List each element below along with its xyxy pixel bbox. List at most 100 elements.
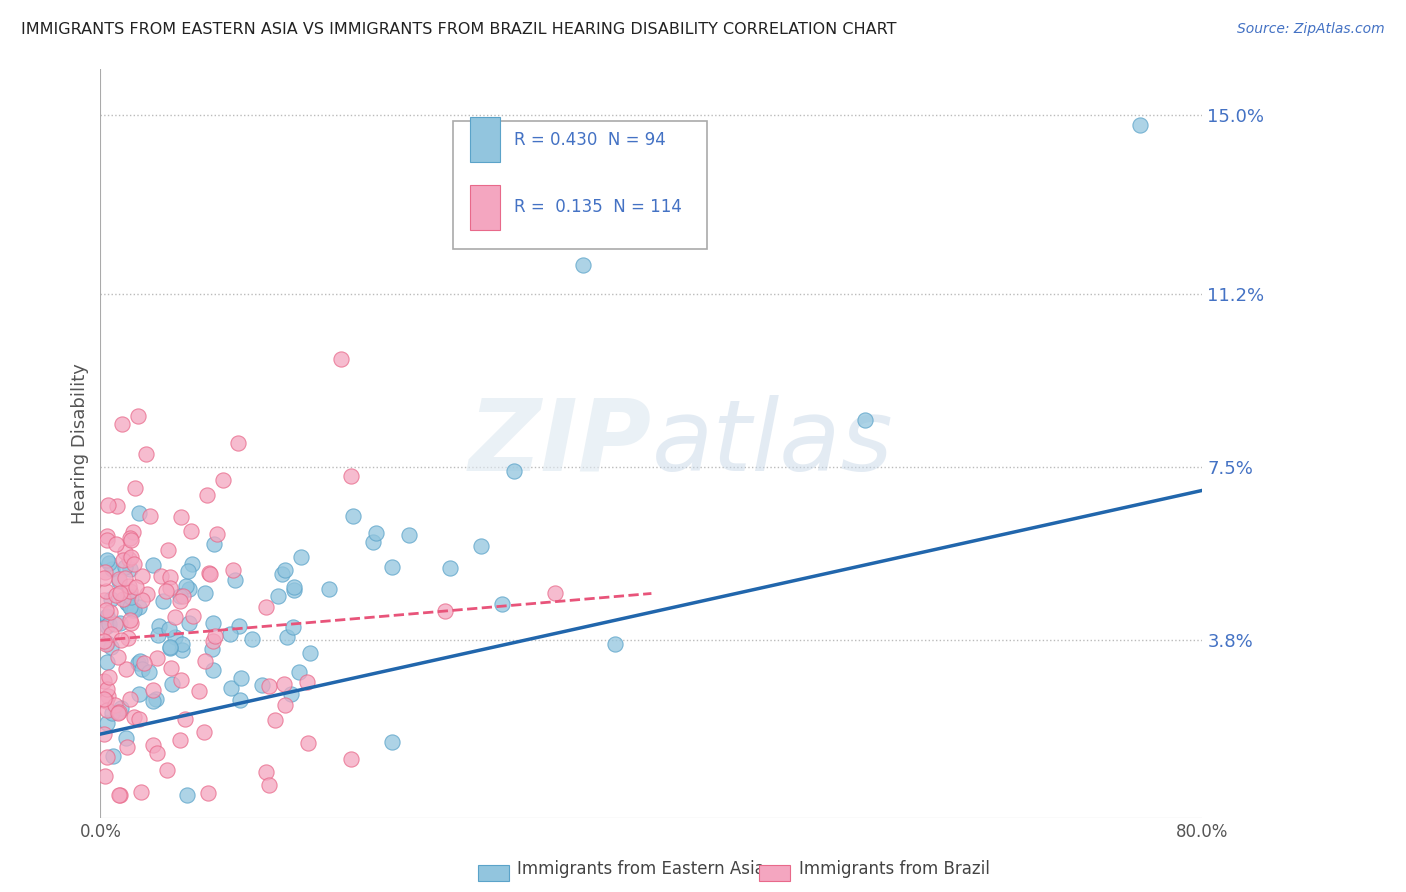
Point [128, 712, 150, 726]
Point [135, 586, 157, 600]
Point [96, 583, 118, 598]
Point [152, 594, 174, 608]
Point [96, 610, 118, 624]
Point [94, 566, 117, 580]
Point [118, 531, 141, 545]
Point [159, 581, 181, 595]
Point [222, 563, 245, 577]
Point [145, 746, 167, 760]
Point [283, 583, 305, 598]
Point [254, 764, 277, 779]
Point [122, 710, 145, 724]
Text: IMMIGRANTS FROM EASTERN ASIA VS IMMIGRANTS FROM BRAZIL HEARING DISABILITY CORREL: IMMIGRANTS FROM EASTERN ASIA VS IMMIGRAN… [21, 22, 897, 37]
Point [181, 609, 204, 624]
Point [94, 694, 117, 708]
Point [381, 735, 404, 749]
Text: Immigrants from Eastern Asia: Immigrants from Eastern Asia [517, 860, 765, 878]
Point [118, 579, 141, 593]
Point [470, 539, 492, 553]
Point [118, 552, 141, 566]
Point [128, 506, 150, 520]
Point [120, 533, 142, 547]
Point [193, 725, 215, 739]
Point [142, 683, 165, 698]
Point [121, 602, 143, 616]
Point [98, 556, 121, 570]
Point [114, 731, 136, 745]
Point [120, 591, 142, 605]
Point [98, 605, 121, 619]
Point [104, 537, 127, 551]
Point [273, 677, 295, 691]
Point [110, 788, 132, 802]
Point [502, 464, 524, 478]
Point [381, 560, 404, 574]
Point [96, 619, 118, 633]
Point [224, 573, 246, 587]
Point [228, 619, 250, 633]
Point [177, 564, 200, 578]
Point [93, 673, 115, 688]
Point [330, 352, 353, 367]
Point [170, 673, 193, 687]
Point [853, 413, 876, 427]
Point [118, 562, 141, 576]
Point [96, 529, 118, 543]
Point [146, 651, 169, 665]
Y-axis label: Hearing Disability: Hearing Disability [72, 363, 89, 524]
Point [202, 633, 225, 648]
Point [105, 587, 128, 601]
FancyBboxPatch shape [453, 121, 707, 249]
Point [120, 615, 142, 630]
Text: R = 0.430  N = 94: R = 0.430 N = 94 [513, 131, 665, 149]
Point [229, 671, 252, 685]
Point [100, 627, 122, 641]
Point [142, 738, 165, 752]
Point [111, 552, 134, 566]
Point [117, 589, 139, 603]
Point [93, 592, 115, 607]
Point [295, 674, 318, 689]
Point [340, 469, 363, 483]
Point [124, 481, 146, 495]
Point [138, 665, 160, 679]
Point [125, 580, 148, 594]
Point [201, 642, 224, 657]
Text: Immigrants from Brazil: Immigrants from Brazil [799, 860, 990, 878]
Point [108, 572, 131, 586]
Point [603, 637, 626, 651]
Point [240, 632, 263, 647]
Point [98, 616, 121, 631]
Bar [470, 185, 501, 230]
Point [205, 527, 228, 541]
Point [201, 615, 224, 630]
Point [97, 670, 120, 684]
Point [544, 586, 567, 600]
Point [96, 636, 118, 650]
Point [96, 682, 118, 697]
Point [127, 657, 149, 671]
Point [96, 655, 118, 669]
Point [110, 633, 132, 648]
Point [180, 524, 202, 538]
Point [128, 599, 150, 614]
Point [104, 616, 127, 631]
Point [108, 788, 131, 802]
Point [157, 622, 180, 636]
Point [131, 568, 153, 582]
Point [131, 592, 153, 607]
Point [297, 736, 319, 750]
Point [120, 549, 142, 564]
Point [176, 579, 198, 593]
Point [218, 627, 240, 641]
Point [226, 435, 249, 450]
Point [96, 749, 118, 764]
Point [118, 613, 141, 627]
Point [156, 542, 179, 557]
Point [120, 692, 142, 706]
Point [100, 640, 122, 654]
Point [176, 788, 198, 802]
Point [259, 679, 281, 693]
Point [114, 559, 136, 574]
Point [107, 705, 129, 719]
